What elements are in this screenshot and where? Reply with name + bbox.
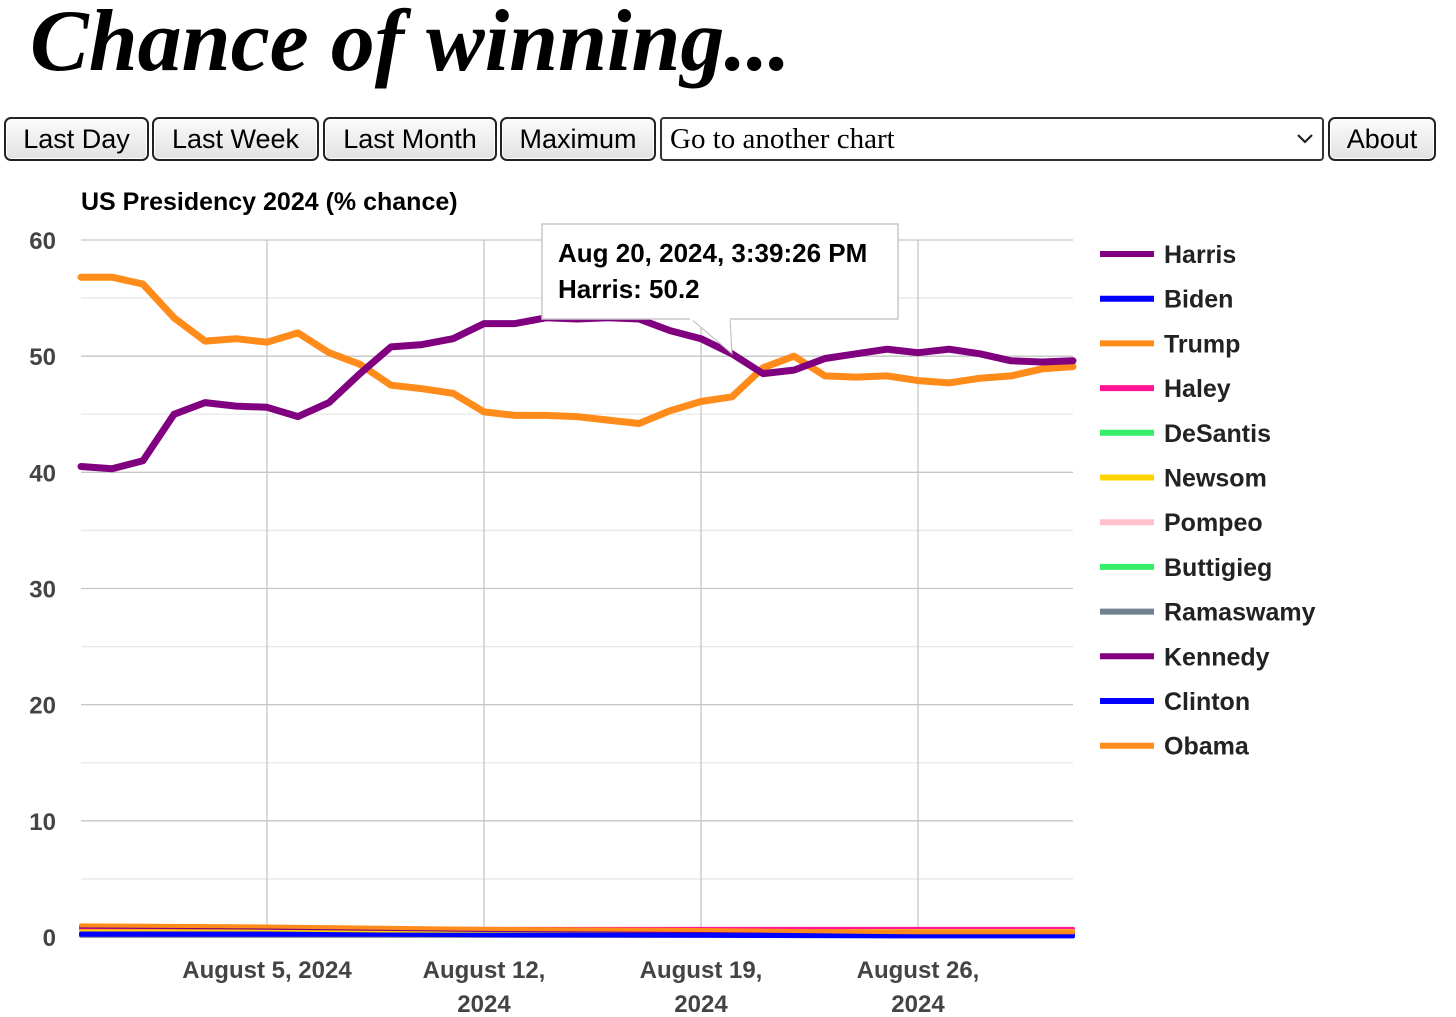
y-tick-label: 0 (43, 925, 56, 952)
series-line-trump (77, 273, 1077, 427)
maximum-button[interactable]: Maximum (500, 117, 656, 161)
series-line-biden (79, 931, 1075, 939)
tooltip-value: Harris: 50.2 (558, 274, 700, 304)
chart-legend: Harris Biden Trump Haley DeSantis Newsom Pompe… (1100, 241, 1316, 761)
chart-title: US Presidency 2024 (% chance) (81, 188, 458, 216)
about-button[interactable]: About (1328, 117, 1436, 161)
legend-label: Clinton (1164, 688, 1250, 716)
legend-label: Newsom (1164, 465, 1267, 493)
legend-label: Ramaswamy (1164, 599, 1316, 627)
y-tick-label: 10 (29, 809, 56, 836)
legend-label: Harris (1164, 241, 1236, 269)
x-tick-label: August 12, (423, 957, 546, 984)
x-tick-label: August 19, (640, 957, 763, 984)
legend-label: DeSantis (1164, 420, 1271, 448)
series-line-obama (79, 923, 1075, 935)
toolbar: Last Day Last Week Last Month Maximum Go… (4, 117, 1436, 163)
last-week-button[interactable]: Last Week (152, 117, 319, 161)
legend-label: Buttigieg (1164, 554, 1272, 582)
page-title: Chance of winning... (30, 0, 791, 90)
series-lines (77, 273, 1077, 939)
data-tooltip: Aug 20, 2024, 3:39:26 PM Harris: 50.2 (541, 223, 899, 355)
legend-label: Obama (1164, 733, 1250, 761)
y-tick-label: 20 (29, 693, 56, 720)
chart-select-value: Go to another chart (670, 123, 895, 155)
y-tick-label: 40 (29, 460, 56, 487)
x-tick-label: August 26, (857, 957, 980, 984)
chart-grid (81, 239, 1073, 938)
legend-label: Haley (1164, 375, 1231, 403)
legend-label: Kennedy (1164, 643, 1270, 671)
legend-label: Trump (1164, 330, 1240, 358)
x-tick-label: 2024 (674, 991, 728, 1017)
chevron-down-icon (1297, 134, 1313, 144)
last-day-button[interactable]: Last Day (4, 117, 149, 161)
chart-select[interactable]: Go to another chart (660, 117, 1324, 161)
line-chart: US Presidency 2024 (% chance) 0 10 20 30 40 5… (29, 188, 1316, 1017)
tooltip-box (541, 223, 899, 320)
y-tick-label: 60 (29, 228, 56, 255)
legend-label: Biden (1164, 286, 1233, 314)
last-month-button[interactable]: Last Month (323, 117, 497, 161)
legend-label: Pompeo (1164, 509, 1263, 537)
x-tick-label: 2024 (891, 991, 945, 1017)
x-axis: August 5, 2024 August 12, 2024 August 19, 20… (182, 957, 979, 1017)
x-tick-label: August 5, 2024 (182, 957, 352, 984)
y-tick-label: 50 (29, 344, 56, 371)
y-axis: 0 10 20 30 40 50 60 (29, 228, 56, 952)
x-tick-label: 2024 (457, 991, 511, 1017)
y-tick-label: 30 (29, 577, 56, 604)
tooltip-date: Aug 20, 2024, 3:39:26 PM (558, 238, 867, 268)
